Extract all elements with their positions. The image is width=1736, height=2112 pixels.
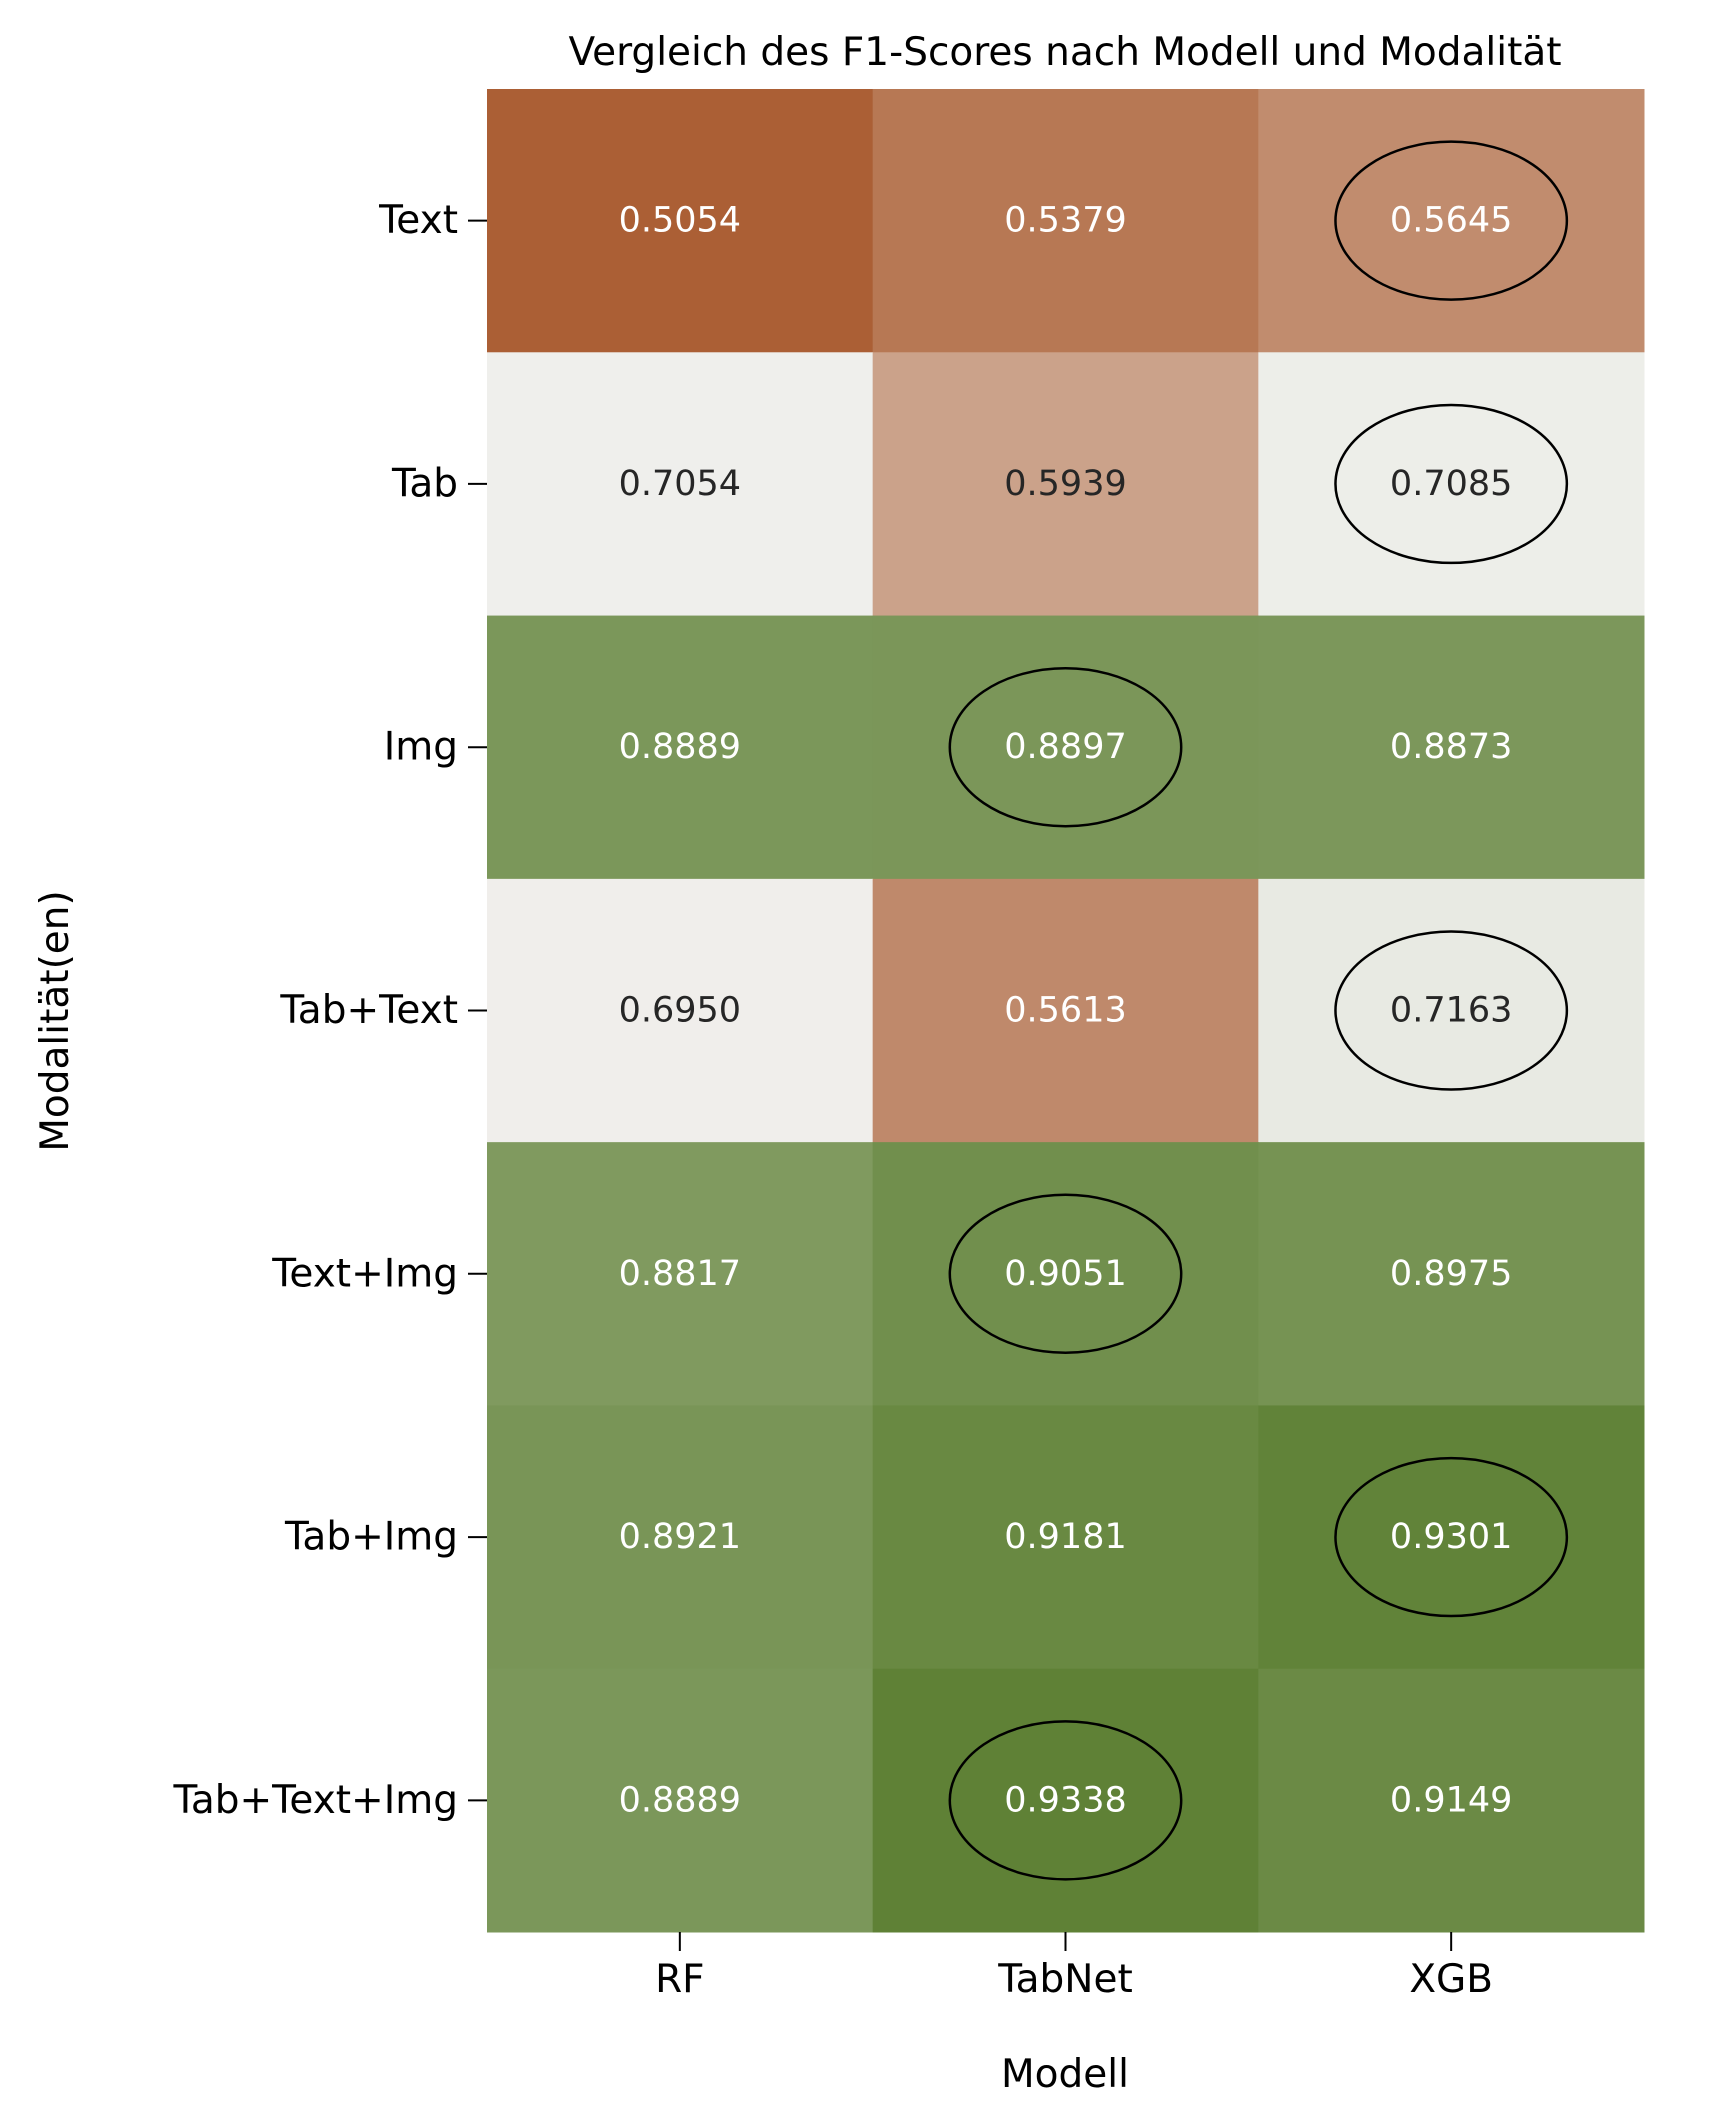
cell-value-label: 0.8889 [619,727,741,767]
cell-value-label: 0.5939 [1004,464,1126,504]
heatmap-cell [1258,615,1645,880]
heatmap-cell [487,615,874,880]
x-tick-label: XGB [1409,1957,1493,2002]
best-score-ellipse [948,666,1183,828]
cell-value-label: 0.8975 [1390,1254,1512,1294]
cell-value-label: 0.9301 [1390,1517,1512,1557]
best-score-ellipse [948,1720,1183,1881]
heatmap-cell [872,615,1259,880]
cell-value-label: 0.9051 [1004,1254,1126,1294]
cell-value-label: 0.7054 [619,464,741,504]
cell-value-label: 0.8873 [1390,727,1512,767]
heatmap-cell [1258,352,1645,617]
heatmap-cell [1258,89,1645,353]
cell-value-label: 0.6950 [619,991,741,1031]
best-score-ellipse [1334,140,1569,301]
y-tick-label: Text+Img [271,1251,458,1296]
best-score-ellipse [1334,1456,1569,1618]
y-tick-label: Tab+Text+Img [172,1778,458,1823]
heatmap-cells [487,89,1645,1933]
heatmap-cell [1258,878,1645,1143]
x-tick-label: TabNet [997,1957,1132,2002]
heatmap-cell [872,1142,1259,1406]
heatmap-cell [1258,1405,1645,1670]
cell-value-label: 0.5054 [619,201,741,241]
heatmap-cell [872,1405,1259,1670]
heatmap-cell [872,1668,1259,1933]
cell-value-label: 0.5645 [1390,201,1512,241]
heatmap-cell [872,89,1259,353]
x-axis-label: Modell [1001,2052,1129,2097]
y-axis-ticks: Text Tab Img Tab+Text Text+Img Tab+Img Tab+Tex… [172,198,487,1823]
cell-value-label: 0.9149 [1390,1780,1512,1820]
y-tick-label: Tab+Text [279,988,458,1033]
heatmap-cell [487,89,874,353]
y-tick-label: Text [378,198,458,243]
best-score-ellipse [948,1193,1183,1355]
cell-value-label: 0.5613 [1004,991,1126,1031]
cell-value-label: 0.7163 [1390,991,1512,1031]
x-tick-label: RF [655,1957,705,2002]
heatmap-cell [487,1668,874,1933]
cell-value-label: 0.5379 [1004,201,1126,241]
cell-value-label: 0.8889 [619,1780,741,1820]
heatmap-cell [487,1405,874,1670]
y-tick-label: Tab+Img [284,1515,458,1560]
heatmap-cell [872,878,1259,1143]
heatmap-cell [1258,1668,1645,1933]
cell-value-label: 0.8921 [619,1517,741,1557]
x-axis-ticks: RF TabNet XGB [655,1932,1493,2002]
heatmap-cell [1258,1142,1645,1406]
heatmap-cell [487,878,874,1143]
y-axis-label: Modalität(en) [33,890,78,1151]
cell-value-label: 0.8897 [1004,727,1126,767]
heatmap-cell [487,1142,874,1406]
heatmap-cell [872,352,1259,617]
cell-value-label: 0.7085 [1390,464,1512,504]
chart-title: Vergleich des F1-Scores nach Modell und … [568,30,1561,75]
best-score-ellipse [1334,930,1569,1091]
heatmap-cell [487,352,874,617]
best-score-ellipse [1334,403,1569,565]
cell-value-label: 0.9181 [1004,1517,1126,1557]
best-score-highlights [948,140,1569,1881]
cell-value-label: 0.8817 [619,1254,741,1294]
y-tick-label: Img [384,725,458,770]
y-tick-label: Tab [391,461,458,506]
cell-value-label: 0.9338 [1004,1780,1126,1820]
cell-value-labels: 0.5054 0.5379 0.5645 0.7054 0.5939 0.7085 0.88… [619,201,1513,1821]
